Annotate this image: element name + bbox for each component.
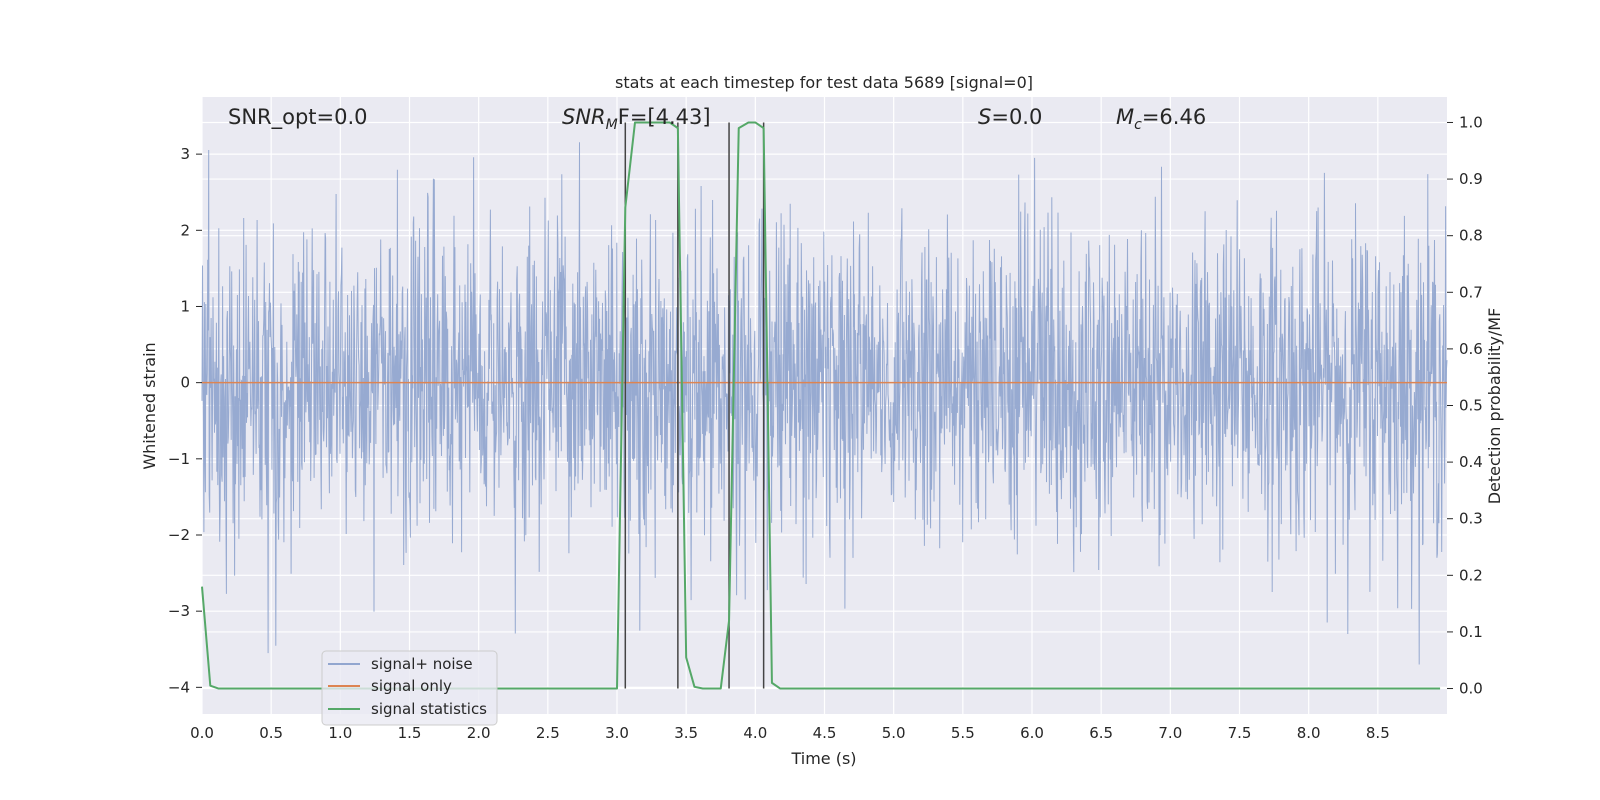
snr-mf-prefix: SNR: [562, 105, 606, 129]
y-right-tick-label: 0.2: [1459, 566, 1483, 584]
x-tick-label: 1.5: [398, 724, 422, 742]
noise-line: [201, 142, 1448, 665]
s-annotation: S=0.0: [978, 105, 1042, 129]
y-right-tick-label: 0.1: [1459, 623, 1483, 641]
y-right-axis-label: Detection probability/MF: [1485, 308, 1504, 505]
x-tick-label: 0.0: [190, 724, 214, 742]
snr-opt-annotation: SNR_opt=0.0: [228, 105, 368, 130]
y-right-tick-label: 1.0: [1459, 113, 1483, 131]
legend: signal+ noise signal only signal statist…: [321, 650, 498, 726]
y-right-tick-label: 0.7: [1459, 283, 1483, 301]
snr-mf-annotation: SNRMF=[4.43]: [562, 105, 711, 133]
legend-label-signal-only: signal only: [371, 677, 452, 695]
x-tick-label: 7.5: [1228, 724, 1252, 742]
y-right-tick-label: 0.4: [1459, 453, 1483, 471]
y-right-tick-label: 0.5: [1459, 397, 1483, 415]
y-right-tick-label: 0.3: [1459, 510, 1483, 528]
x-tick-label: 5.5: [951, 724, 975, 742]
y-tick-label: 2: [180, 221, 190, 239]
x-tick-label: 3.0: [605, 724, 629, 742]
s-value: =0.0: [991, 105, 1042, 129]
y-right-tick-label: 0.8: [1459, 227, 1483, 245]
y-right-axis-ticks: 1.0 0.9 0.8 0.7 0.6 0.5 0.4 0.3 0.2 0.1 0.0: [1447, 113, 1483, 698]
x-tick-label: 8.5: [1366, 724, 1390, 742]
x-axis-ticks: 0.0 0.5 1.0 1.5 2.0 2.5 3.0 3.5 4.0 4.5 5.0 5.5 6.0 6…: [190, 724, 1390, 742]
x-tick-label: 5.0: [882, 724, 906, 742]
x-tick-label: 4.5: [813, 724, 837, 742]
snr-mf-value: F=[4.43]: [618, 105, 711, 129]
y-tick-label: −2: [168, 526, 190, 544]
x-tick-label: 7.0: [1158, 724, 1182, 742]
y-right-tick-label: 0.0: [1459, 680, 1483, 698]
y-tick-label: −3: [168, 602, 190, 620]
chart-title: stats at each timestep for test data 568…: [615, 73, 1033, 92]
x-tick-label: 2.0: [467, 724, 491, 742]
legend-label-signal-noise: signal+ noise: [371, 655, 473, 673]
mc-subscript: c: [1134, 117, 1142, 133]
y-tick-label: 1: [180, 297, 190, 315]
y-axis-label: Whitened strain: [140, 342, 159, 469]
mc-annotation: Mc=6.46: [1116, 105, 1206, 133]
y-tick-label: −1: [168, 450, 190, 468]
x-tick-label: 4.0: [743, 724, 767, 742]
x-tick-label: 2.5: [536, 724, 560, 742]
mc-label: M: [1116, 105, 1134, 129]
x-tick-label: 0.5: [259, 724, 283, 742]
legend-label-signal-statistics: signal statistics: [371, 700, 487, 718]
x-tick-label: 8.0: [1297, 724, 1321, 742]
y-tick-label: 3: [180, 145, 190, 163]
mc-value: =6.46: [1142, 105, 1206, 129]
x-tick-label: 3.5: [674, 724, 698, 742]
snr-mf-subscript: M: [606, 117, 618, 133]
y-tick-label: 0: [180, 374, 190, 392]
x-axis-label: Time (s): [790, 749, 856, 768]
x-tick-label: 6.0: [1020, 724, 1044, 742]
x-tick-label: 1.0: [328, 724, 352, 742]
y-axis-ticks: 3 2 1 0 −1 −2 −3 −4: [168, 145, 202, 696]
y-right-tick-label: 0.6: [1459, 340, 1483, 358]
s-label: S: [978, 105, 991, 129]
signal-noise-series: [201, 142, 1448, 665]
legend-box: [321, 650, 498, 726]
x-tick-label: 6.5: [1089, 724, 1113, 742]
y-tick-label: −4: [168, 678, 190, 696]
y-right-tick-label: 0.9: [1459, 170, 1483, 188]
